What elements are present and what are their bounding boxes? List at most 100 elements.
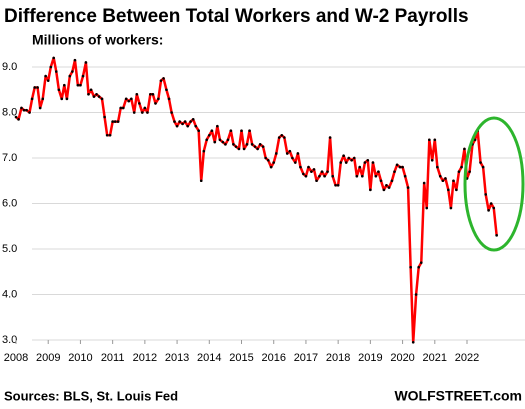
data-point (159, 79, 163, 82)
data-point (403, 174, 407, 178)
data-point (207, 133, 211, 137)
data-point (344, 161, 348, 164)
x-tick-label: 2021 (423, 352, 447, 364)
data-point (283, 136, 286, 139)
data-point (441, 179, 445, 183)
data-point (100, 97, 104, 101)
y-tick-label: 6.0 (2, 197, 17, 209)
data-point (245, 143, 249, 146)
data-point (390, 179, 394, 183)
data-point (457, 170, 461, 173)
data-point (149, 93, 152, 96)
data-point (336, 184, 340, 187)
data-point (197, 129, 200, 132)
x-tick-label: 2020 (390, 352, 414, 364)
data-point (411, 340, 415, 344)
data-point (371, 161, 375, 164)
x-tick-label: 2022 (455, 352, 479, 364)
data-point (173, 120, 176, 123)
data-point (89, 88, 93, 92)
data-point (414, 293, 418, 296)
data-point (135, 93, 139, 96)
data-point (183, 120, 187, 123)
data-point (119, 106, 122, 110)
x-tick-label: 2014 (197, 352, 221, 364)
data-point (473, 138, 477, 142)
data-point (479, 161, 482, 164)
x-tick-label: 2011 (101, 352, 125, 364)
source: Sources: BLS, St. Louis Fed (4, 388, 178, 403)
data-point (232, 143, 235, 146)
data-point (401, 165, 404, 169)
x-tick-label: 2016 (261, 352, 285, 364)
data-point (73, 58, 77, 62)
data-point (143, 106, 147, 110)
data-point (256, 147, 259, 151)
data-point (323, 174, 326, 178)
data-point (409, 265, 412, 269)
data-point (202, 149, 206, 153)
data-point (387, 186, 391, 189)
data-point (361, 174, 364, 178)
data-point (452, 179, 455, 183)
data-point (65, 97, 69, 101)
data-point (191, 118, 195, 121)
data-point (385, 184, 388, 187)
data-point (449, 206, 453, 210)
data-point (342, 154, 345, 158)
data-point (484, 193, 487, 196)
data-point (213, 140, 217, 144)
data-point (334, 184, 337, 187)
data-point (436, 165, 439, 169)
data-point (30, 97, 34, 101)
data-point (95, 93, 98, 96)
data-point (487, 209, 490, 212)
y-tick-label: 8.0 (2, 106, 17, 118)
data-point (266, 158, 270, 162)
data-line (15, 56, 498, 344)
data-point (422, 181, 426, 185)
data-point (36, 86, 39, 89)
data-point (229, 129, 233, 132)
data-point (41, 97, 45, 101)
data-point (92, 95, 96, 98)
data-point (382, 188, 386, 192)
data-point (347, 156, 351, 160)
y-tick-label: 5.0 (2, 243, 17, 255)
data-point (218, 138, 222, 142)
data-point (130, 97, 133, 101)
data-point (189, 120, 192, 123)
data-point (52, 56, 55, 60)
data-point (25, 108, 28, 112)
data-point (492, 206, 496, 210)
data-point (339, 161, 343, 164)
data-point (374, 174, 378, 178)
data-point (186, 124, 190, 128)
data-point (154, 102, 157, 105)
data-point (140, 111, 144, 114)
data-point (269, 165, 273, 169)
data-point (28, 111, 31, 114)
data-point (76, 83, 80, 87)
x-tick-label: 2017 (294, 352, 318, 364)
data-point (60, 97, 64, 101)
data-point (97, 95, 101, 98)
data-point (253, 145, 257, 148)
data-point (105, 133, 109, 137)
data-point (489, 202, 493, 205)
y-tick-label: 4.0 (2, 288, 17, 300)
y-tick-label: 3.0 (2, 334, 17, 346)
data-point (433, 138, 437, 142)
data-point (481, 165, 485, 169)
data-point (151, 93, 155, 96)
data-point (38, 106, 42, 110)
data-point (87, 93, 90, 96)
data-point (320, 170, 324, 173)
data-point (167, 97, 171, 101)
data-point (237, 147, 241, 151)
data-point (113, 120, 117, 123)
data-point (302, 172, 305, 176)
data-point (310, 170, 313, 173)
data-point (261, 145, 265, 148)
data-point (226, 138, 230, 142)
